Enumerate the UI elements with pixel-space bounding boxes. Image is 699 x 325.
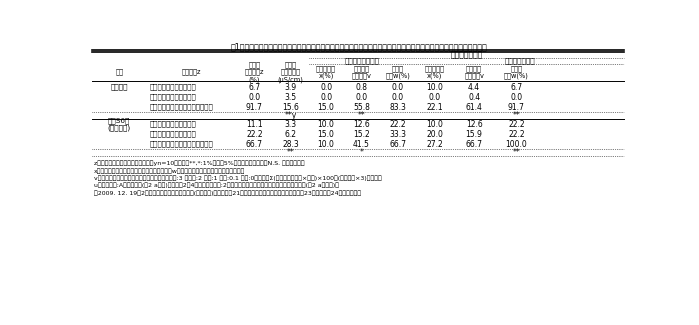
Text: 表1　輸送試験における新包装容器と従来型平詰めスポンジ敷き仕様との包装形態の違いが果実の傷み程度に及ぼす影響: 表1 輸送試験における新包装容器と従来型平詰めスポンジ敷き仕様との包装形態の違い… [230,43,487,52]
Text: 6.7: 6.7 [248,83,261,92]
Text: 12.6: 12.6 [353,120,370,129]
Text: 品種: 品種 [115,69,123,75]
Text: 3.5: 3.5 [284,93,296,102]
Text: **: ** [512,148,520,157]
Text: 22.2: 22.2 [508,120,525,129]
Text: 福岡S6号
(あまおう): 福岡S6号 (あまおう) [108,117,131,131]
Text: 20.0: 20.0 [426,130,443,138]
Text: 66.7: 66.7 [389,140,406,149]
Text: 0.0: 0.0 [320,93,332,102]
Text: 3.9: 3.9 [284,83,296,92]
Text: 11.1: 11.1 [246,120,263,129]
Text: 0.0: 0.0 [428,93,440,102]
Text: 91.7: 91.7 [508,103,525,112]
Text: 動いた
果実割合z
(%): 動いた 果実割合z (%) [245,61,264,83]
Text: 0.0: 0.0 [510,93,522,102]
Text: 3.3: 3.3 [284,120,296,129]
Text: 0.0: 0.0 [248,93,261,102]
Text: 6.2: 6.2 [284,130,296,138]
Text: 10.0: 10.0 [426,120,443,129]
Text: 0.0: 0.0 [391,93,404,102]
Text: 22.2: 22.2 [389,120,406,129]
Text: 0.4: 0.4 [468,93,480,102]
Text: **y: **y [284,111,296,120]
Text: 0.0: 0.0 [320,83,332,92]
Text: 12.6: 12.6 [466,120,482,129]
Text: 33.3: 33.3 [389,130,406,138]
Text: x表面積に対する擦れ以上の傷み面積の割合．w擦れ以上の傷みがみられた果実の割合．: x表面積に対する擦れ以上の傷み面積の割合．w擦れ以上の傷みがみられた果実の割合． [94,168,245,174]
Text: 傷み面積率
x(%): 傷み面積率 x(%) [424,65,445,79]
Text: 61.4: 61.4 [466,103,482,112]
Text: **: ** [287,148,294,157]
Text: 商品性の
低下程度v: 商品性の 低下程度v [464,65,484,79]
Text: 新包装容器　段ボール下: 新包装容器 段ボール下 [150,94,196,100]
Text: 10.0: 10.0 [426,83,443,92]
Text: 従来型平詰めトレースポンジ敷き: 従来型平詰めトレースポンジ敷き [150,104,213,110]
Text: **: ** [357,111,365,120]
Text: 0.0: 0.0 [391,83,404,92]
Text: v商品性の低下程度をカビ発生による商品性なし:3 押し傷:2 擦れ:1 痕跡:0.1 なし:0として，Σ(傷み程度別個数×指数)×100／(調査個数×3)で評価: v商品性の低下程度をカビ発生による商品性なし:3 押し傷:2 擦れ:1 痕跡:0… [94,175,382,181]
Text: 27.2: 27.2 [426,140,443,149]
Text: フィルム接触面側: フィルム接触面側 [345,57,380,64]
Text: 15.6: 15.6 [282,103,299,112]
Text: 15.9: 15.9 [466,130,482,138]
Text: 10.0: 10.0 [317,120,335,129]
Text: *: * [359,148,363,157]
Text: 傷み面積率
x(%): 傷み面積率 x(%) [316,65,336,79]
Text: 22.1: 22.1 [426,103,443,112]
Text: トレー接触面側: トレー接触面側 [505,57,535,64]
Text: 15.0: 15.0 [317,103,335,112]
Text: 従来型平詰めトレースポンジ敷き: 従来型平詰めトレースポンジ敷き [150,141,213,148]
Text: z輸送に伴い，動いた果実の割合．yn=10個以上　**,*:1%水準，5%水準で有意差あり，N.S. 有意差なし．: z輸送に伴い，動いた果実の割合．yn=10個以上 **,*:1%水準，5%水準で… [94,161,304,166]
Text: 10.0: 10.0 [317,140,335,149]
Text: 新包装容器　段ボール下: 新包装容器 段ボール下 [150,131,196,137]
Text: 輸送形態z: 輸送形態z [182,69,201,75]
Text: 0.0: 0.0 [355,93,368,102]
Text: 55.8: 55.8 [353,103,370,112]
Text: 83.3: 83.3 [389,103,406,112]
Text: 傷み果
割合w(%): 傷み果 割合w(%) [504,65,528,79]
Text: 22.2: 22.2 [508,130,525,138]
Text: おおきみ: おおきみ [110,84,128,90]
Text: 91.7: 91.7 [246,103,263,112]
Text: 28.3: 28.3 [282,140,298,149]
Text: 22.2: 22.2 [246,130,263,138]
Text: 商品性の
低下程度v: 商品性の 低下程度v [352,65,371,79]
Text: 傷み果
割合w(%): 傷み果 割合w(%) [385,65,410,79]
Text: 66.7: 66.7 [246,140,263,149]
Text: 6.7: 6.7 [510,83,522,92]
Text: 新包装容器　段ボール上: 新包装容器 段ボール上 [150,84,196,90]
Text: 新包装容器　段ボール上: 新包装容器 段ボール上 [150,121,196,127]
Text: u新包装容器:A式段ボール(図2 a下段)にて上下2段4個入り，従来型:2個入り平詰めトレースポンジ敷き段ボール仕様(図2 a上段左)．: u新包装容器:A式段ボール(図2 a下段)にて上下2段4個入り，従来型:2個入り… [94,183,338,188]
Text: 滲出液
電気伝導度
(μS/cm): 滲出液 電気伝導度 (μS/cm) [278,61,303,83]
Text: 66.7: 66.7 [466,140,482,149]
Text: 15.0: 15.0 [317,130,335,138]
Text: 41.5: 41.5 [353,140,370,149]
Text: 4.4: 4.4 [468,83,480,92]
Text: 100.0: 100.0 [505,140,527,149]
Text: 2009. 12. 19に2品種を福岡から東京へ宅配便(クール便)にて発送，21日東京着，同日東京から福岡に返送，23日福岡着，24日開封調査．: 2009. 12. 19に2品種を福岡から東京へ宅配便(クール便)にて発送，21… [94,190,361,196]
Text: 果実の傷み程度: 果実の傷み程度 [451,50,483,59]
Text: **: ** [512,111,520,120]
Text: 15.2: 15.2 [353,130,370,138]
Text: 0.8: 0.8 [355,83,368,92]
